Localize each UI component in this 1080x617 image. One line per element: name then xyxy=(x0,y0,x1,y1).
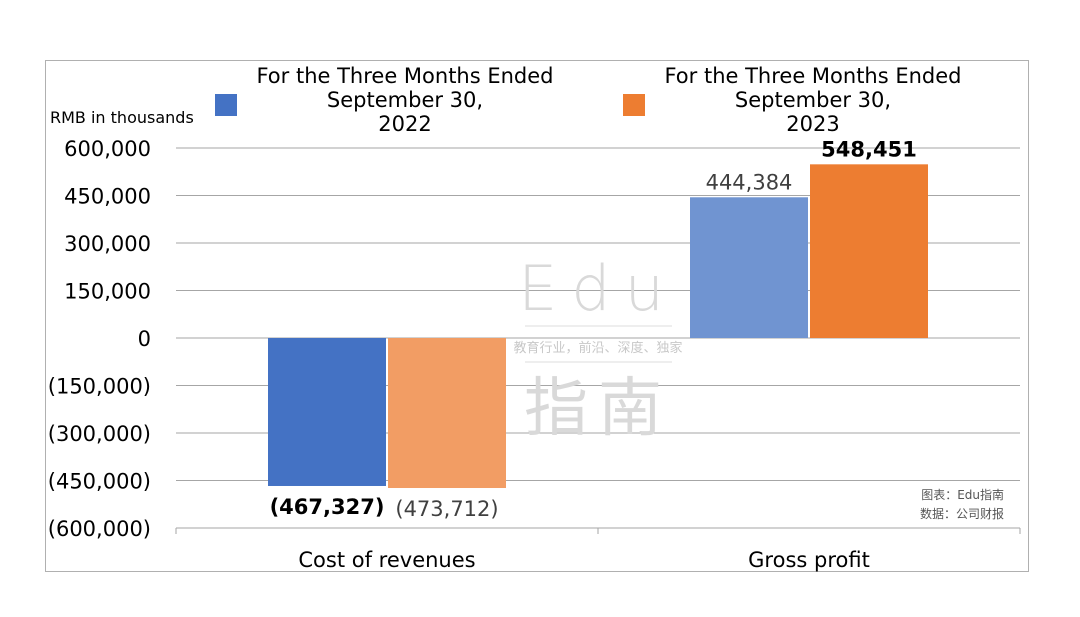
y-tick-label: 150,000 xyxy=(64,280,151,304)
bar-gross-profit-1 xyxy=(810,164,928,338)
legend-label-2022-line2: September 30, xyxy=(326,88,484,112)
data-source-note: 数据：公司财报 xyxy=(919,507,1004,521)
legend-swatch-2022 xyxy=(215,94,237,116)
unit-label: RMB in thousands xyxy=(50,108,194,127)
y-tick-label: 0 xyxy=(138,327,151,351)
y-tick-label: 300,000 xyxy=(64,232,151,256)
legend-label-2023-line2: September 30, xyxy=(734,88,892,112)
y-tick-label: (450,000) xyxy=(48,470,151,494)
watermark-tagline: 教育行业，前沿、深度、独家 xyxy=(513,340,682,356)
bar-gross-profit-0 xyxy=(690,197,808,338)
data-label: (467,327) xyxy=(270,495,385,519)
data-label: (473,712) xyxy=(395,497,498,521)
data-label: 444,384 xyxy=(706,170,793,194)
bar-cost-of-revenues-0 xyxy=(268,338,386,486)
bar-cost-of-revenues-1 xyxy=(388,338,506,489)
legend-label-2022-line3: 2022 xyxy=(378,112,432,136)
legend-label-2023-line1: For the Three Months Ended xyxy=(664,64,962,88)
chart-frame xyxy=(45,60,1029,572)
y-tick-label: (600,000) xyxy=(48,517,151,541)
x-category-label: Gross profit xyxy=(748,548,870,572)
data-label: 548,451 xyxy=(821,137,917,161)
x-category-label: Cost of revenues xyxy=(298,548,475,572)
legend-label-2023-line3: 2023 xyxy=(786,112,840,136)
y-tick-label: (150,000) xyxy=(48,375,151,399)
legend-swatch-2023 xyxy=(623,94,645,116)
y-tick-label: 450,000 xyxy=(64,185,151,209)
y-tick-label: (300,000) xyxy=(48,422,151,446)
watermark-zhinan: 指南 xyxy=(524,372,672,446)
legend-label-2022: For the Three Months Ended September 30,… xyxy=(235,64,575,136)
chart-credit-note: 图表：Edu指南 xyxy=(921,488,1004,502)
y-tick-label: 600,000 xyxy=(64,137,151,161)
legend-label-2022-line1: For the Three Months Ended xyxy=(256,64,554,88)
legend-label-2023: For the Three Months Ended September 30,… xyxy=(643,64,983,136)
watermark-edu: Edu xyxy=(518,252,678,325)
